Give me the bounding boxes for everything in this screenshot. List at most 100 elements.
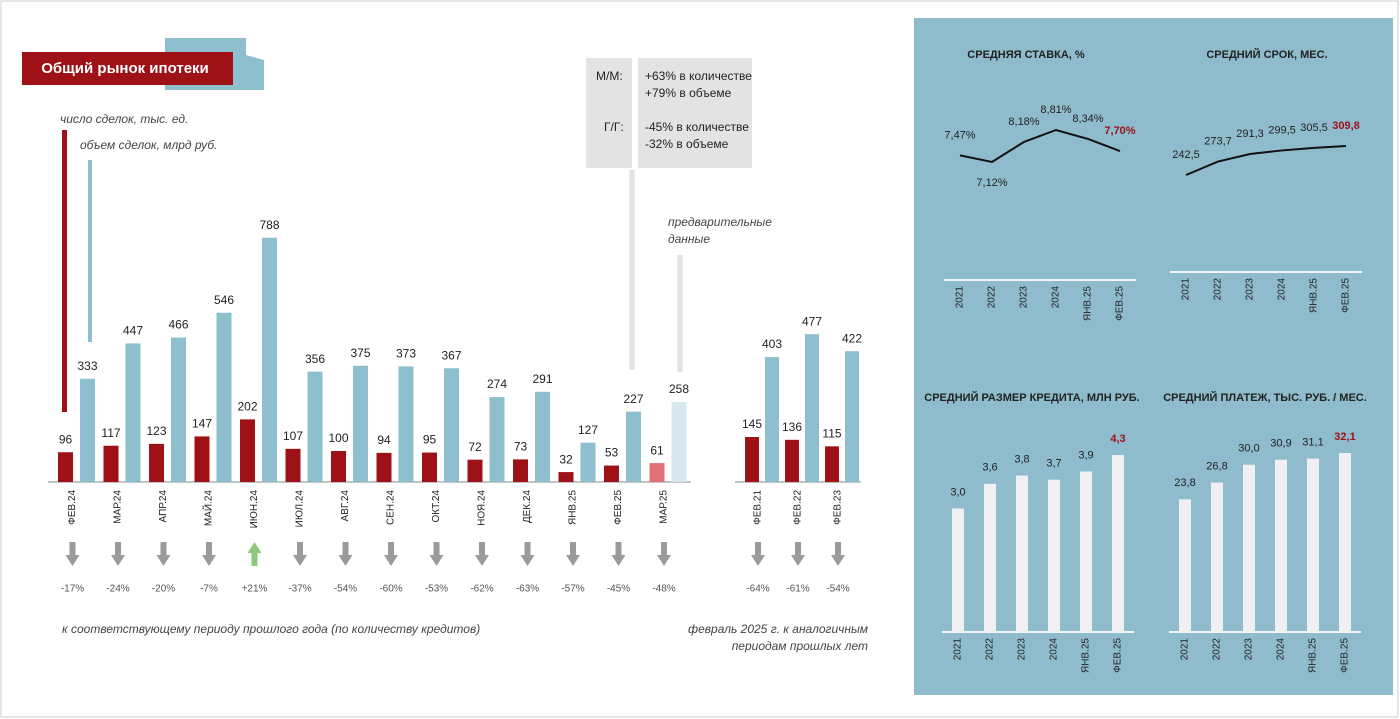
value-label: 30,9 <box>1270 438 1291 450</box>
bar <box>1275 459 1287 632</box>
change-arrow <box>831 542 845 566</box>
bar <box>262 237 277 482</box>
value-label: 299,5 <box>1268 124 1296 136</box>
legend-label: объем сделок, млрд руб. <box>80 138 218 152</box>
change-label: -54% <box>334 584 357 595</box>
value-label: 136 <box>782 420 802 434</box>
x-tick-label: ЯНВ.25 <box>1083 286 1094 321</box>
note-box <box>586 58 632 168</box>
x-tick-label: ОКТ.24 <box>431 490 442 523</box>
value-label: 3,9 <box>1078 449 1093 461</box>
bar <box>1307 458 1319 632</box>
x-tick-label: 2022 <box>985 638 996 661</box>
value-label: 117 <box>101 426 120 440</box>
legend-label: число сделок, тыс. ед. <box>60 112 188 126</box>
bar <box>171 337 186 482</box>
change-label: -54% <box>826 584 849 595</box>
change-label: -62% <box>470 584 493 595</box>
value-label: 788 <box>259 218 279 232</box>
value-label: 3,0 <box>950 486 965 498</box>
bar <box>649 463 665 482</box>
yy-text: -45% в количестве <box>645 120 749 134</box>
value-label: 309,8 <box>1332 120 1360 132</box>
value-label: 356 <box>305 352 325 366</box>
value-label: 305,5 <box>1300 122 1328 134</box>
value-label: 447 <box>123 324 143 338</box>
value-label: 291 <box>532 372 552 386</box>
x-tick-label: ЯНВ.25 <box>1308 638 1319 673</box>
note: к соответствующему периоду прошлого года… <box>62 622 480 636</box>
value-label: 258 <box>669 382 689 396</box>
x-tick-label: 2021 <box>953 638 964 661</box>
x-tick-label: ИЮН.24 <box>249 490 260 529</box>
value-label: 32,1 <box>1334 431 1355 443</box>
note-box <box>638 58 752 168</box>
x-tick-label: 2023 <box>1245 278 1256 301</box>
value-label: 8,18% <box>1008 116 1039 128</box>
value-label: 8,34% <box>1072 113 1103 125</box>
bar <box>745 437 759 482</box>
value-label: 4,3 <box>1110 433 1125 445</box>
value-label: 115 <box>822 427 841 441</box>
change-label: -57% <box>561 584 584 595</box>
mm-label: М/М: <box>596 69 623 83</box>
value-label: 7,12% <box>976 177 1007 189</box>
change-label: -45% <box>607 584 630 595</box>
yy-text: -32% в объеме <box>645 137 729 151</box>
value-label: 291,3 <box>1236 128 1264 140</box>
x-tick-label: 2022 <box>987 286 998 309</box>
value-label: 7,47% <box>944 129 975 141</box>
change-label: +21% <box>242 584 268 595</box>
value-label: 73 <box>514 440 528 454</box>
value-label: 127 <box>578 423 598 437</box>
bar <box>398 366 414 482</box>
value-label: 123 <box>146 424 166 438</box>
x-tick-label: ФЕВ.25 <box>1115 286 1126 321</box>
annotation: данные <box>668 232 710 246</box>
x-tick-label: 2021 <box>955 286 966 309</box>
bar <box>1339 453 1351 632</box>
value-label: 242,5 <box>1172 149 1200 161</box>
x-tick-label: ИЮЛ.24 <box>295 490 306 528</box>
change-arrow <box>611 542 626 566</box>
x-tick-label: 2022 <box>1213 278 1224 301</box>
x-tick-label: 2023 <box>1244 638 1255 661</box>
change-label: -7% <box>200 584 218 595</box>
x-tick-label: 2022 <box>1212 638 1223 661</box>
x-tick-label: ФЕВ.25 <box>1113 638 1124 673</box>
x-tick-label: ФЕВ.22 <box>793 490 804 525</box>
bar <box>467 459 483 482</box>
x-tick-label: МАЙ.24 <box>202 490 215 527</box>
bar <box>422 452 437 482</box>
x-tick-label: АВГ.24 <box>340 490 351 522</box>
note: февраль 2025 г. к аналогичным <box>688 622 868 636</box>
x-tick-label: 2023 <box>1017 638 1028 661</box>
value-label: 147 <box>192 417 212 431</box>
bar <box>216 312 232 482</box>
value-label: 3,6 <box>982 462 997 474</box>
x-tick-label: 2024 <box>1051 286 1062 309</box>
bar <box>58 452 73 482</box>
value-label: 3,8 <box>1014 453 1029 465</box>
change-arrow <box>247 542 262 566</box>
x-tick-label: 2023 <box>1019 286 1030 309</box>
bar <box>1016 475 1028 632</box>
value-label: 31,1 <box>1302 436 1323 448</box>
x-tick-label: НОЯ.24 <box>477 490 488 526</box>
bar <box>353 365 368 482</box>
mm-text: +79% в объеме <box>645 86 732 100</box>
change-label: -63% <box>516 584 539 595</box>
annotation: предварительные <box>668 215 772 229</box>
value-label: 333 <box>77 359 97 373</box>
change-arrow <box>293 542 307 566</box>
value-label: 32 <box>559 452 573 466</box>
bar <box>240 419 255 482</box>
x-tick-label: 2024 <box>1276 638 1287 661</box>
bar <box>103 445 119 482</box>
line <box>959 128 1121 164</box>
bar <box>285 448 301 482</box>
change-arrow <box>657 542 671 566</box>
bar <box>558 472 574 482</box>
value-label: 367 <box>441 348 461 362</box>
